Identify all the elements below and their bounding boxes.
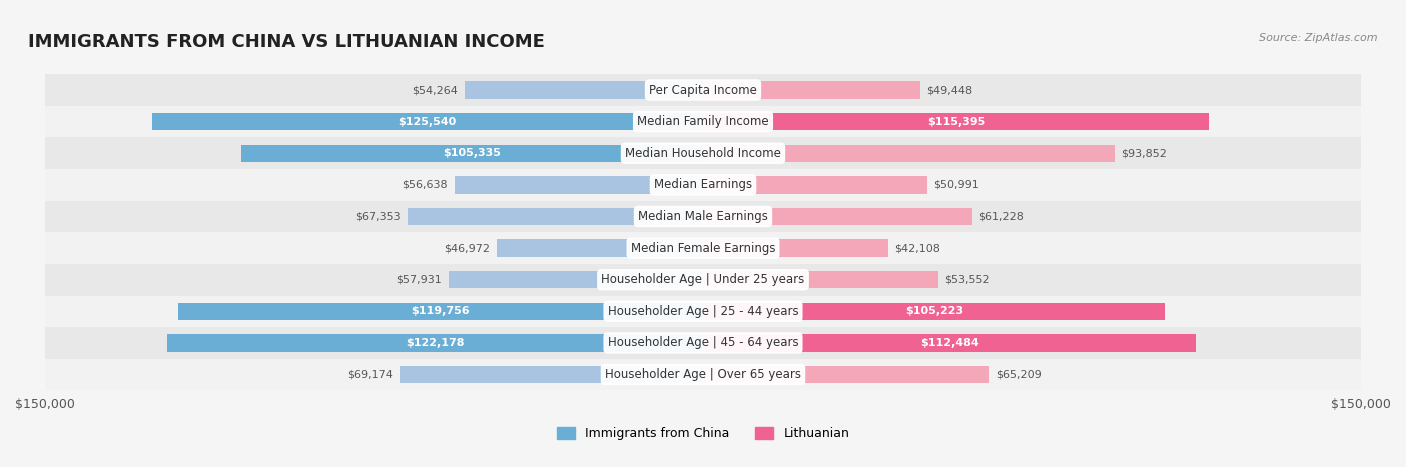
Text: Median Male Earnings: Median Male Earnings bbox=[638, 210, 768, 223]
Text: $42,108: $42,108 bbox=[894, 243, 941, 253]
Bar bbox=[703, 303, 1164, 320]
Text: Householder Age | Over 65 years: Householder Age | Over 65 years bbox=[605, 368, 801, 381]
Bar bbox=[703, 240, 887, 257]
Text: Per Capita Income: Per Capita Income bbox=[650, 84, 756, 97]
Bar bbox=[454, 176, 703, 193]
Bar bbox=[703, 176, 927, 193]
Legend: Immigrants from China, Lithuanian: Immigrants from China, Lithuanian bbox=[551, 422, 855, 446]
Text: $46,972: $46,972 bbox=[444, 243, 491, 253]
Text: $67,353: $67,353 bbox=[356, 212, 401, 221]
Bar bbox=[408, 208, 703, 225]
Text: $93,852: $93,852 bbox=[1122, 148, 1167, 158]
Bar bbox=[45, 169, 1361, 201]
Text: $122,178: $122,178 bbox=[406, 338, 464, 348]
Text: $53,552: $53,552 bbox=[945, 275, 990, 285]
Bar bbox=[152, 113, 703, 130]
Bar bbox=[703, 208, 972, 225]
Bar bbox=[45, 359, 1361, 390]
Text: $112,484: $112,484 bbox=[921, 338, 979, 348]
Text: $49,448: $49,448 bbox=[927, 85, 973, 95]
Bar bbox=[45, 201, 1361, 232]
Text: $57,931: $57,931 bbox=[396, 275, 443, 285]
Text: $69,174: $69,174 bbox=[347, 369, 392, 380]
Bar bbox=[45, 137, 1361, 169]
Text: $115,395: $115,395 bbox=[927, 117, 986, 127]
Text: $125,540: $125,540 bbox=[398, 117, 457, 127]
Bar bbox=[45, 296, 1361, 327]
Text: IMMIGRANTS FROM CHINA VS LITHUANIAN INCOME: IMMIGRANTS FROM CHINA VS LITHUANIAN INCO… bbox=[28, 33, 546, 51]
Bar bbox=[703, 81, 920, 99]
Bar bbox=[465, 81, 703, 99]
Text: Householder Age | 45 - 64 years: Householder Age | 45 - 64 years bbox=[607, 336, 799, 349]
Text: Median Family Income: Median Family Income bbox=[637, 115, 769, 128]
Bar bbox=[45, 327, 1361, 359]
Bar bbox=[45, 232, 1361, 264]
Bar bbox=[703, 145, 1115, 162]
Bar bbox=[703, 334, 1197, 352]
Bar bbox=[177, 303, 703, 320]
Text: Median Household Income: Median Household Income bbox=[626, 147, 780, 160]
Bar bbox=[45, 106, 1361, 137]
Bar bbox=[45, 264, 1361, 296]
Bar bbox=[45, 74, 1361, 106]
Text: Householder Age | 25 - 44 years: Householder Age | 25 - 44 years bbox=[607, 305, 799, 318]
Text: $50,991: $50,991 bbox=[934, 180, 979, 190]
Text: Median Earnings: Median Earnings bbox=[654, 178, 752, 191]
Bar bbox=[399, 366, 703, 383]
Bar bbox=[449, 271, 703, 289]
Text: $105,335: $105,335 bbox=[443, 148, 501, 158]
Text: $56,638: $56,638 bbox=[402, 180, 449, 190]
Bar bbox=[496, 240, 703, 257]
Text: $119,756: $119,756 bbox=[411, 306, 470, 316]
Text: Source: ZipAtlas.com: Source: ZipAtlas.com bbox=[1260, 33, 1378, 42]
Bar bbox=[240, 145, 703, 162]
Text: $105,223: $105,223 bbox=[904, 306, 963, 316]
Bar bbox=[703, 113, 1209, 130]
Bar bbox=[703, 271, 938, 289]
Text: $61,228: $61,228 bbox=[979, 212, 1024, 221]
Bar bbox=[167, 334, 703, 352]
Text: Householder Age | Under 25 years: Householder Age | Under 25 years bbox=[602, 273, 804, 286]
Bar bbox=[703, 366, 988, 383]
Text: $65,209: $65,209 bbox=[995, 369, 1042, 380]
Text: Median Female Earnings: Median Female Earnings bbox=[631, 241, 775, 255]
Text: $54,264: $54,264 bbox=[412, 85, 458, 95]
